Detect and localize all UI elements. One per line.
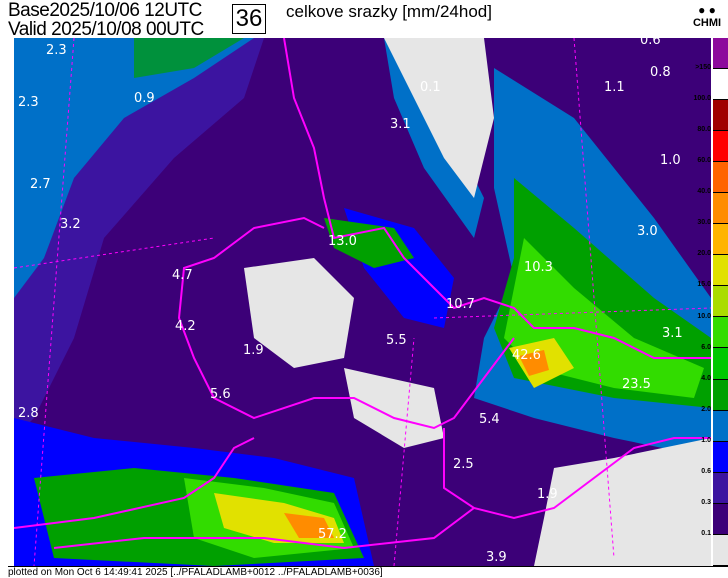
- legend-label: 2.0: [701, 405, 711, 413]
- value-label: 3.9: [486, 550, 507, 565]
- legend-label: 80.0: [697, 126, 711, 134]
- value-label: 5.4: [479, 412, 500, 427]
- value-label: 1.9: [243, 343, 264, 358]
- color-legend: [713, 38, 728, 566]
- value-label: 23.5: [622, 377, 651, 392]
- legend-label: 60.0: [697, 157, 711, 165]
- legend-swatch: [713, 224, 728, 256]
- value-label: 57.2: [318, 527, 347, 542]
- legend-label: 30.0: [697, 219, 711, 227]
- value-label: 0.8: [650, 65, 671, 80]
- logo-mark: ● ●: [698, 3, 716, 17]
- legend-swatch: [713, 162, 728, 194]
- base-time: Base2025/10/06 12UTC: [8, 1, 202, 20]
- value-label: 0.9: [134, 91, 155, 106]
- value-label: 0.6: [640, 33, 661, 48]
- legend-label: 100.0: [693, 95, 711, 103]
- legend-label: >150: [695, 64, 711, 72]
- legend-label: 0.6: [701, 467, 711, 475]
- legend-label: 4.0: [701, 374, 711, 382]
- legend-label: 40.0: [697, 188, 711, 196]
- legend-label: 0.1: [701, 529, 711, 537]
- legend-label: 6.0: [701, 343, 711, 351]
- legend-swatch: [713, 379, 728, 411]
- legend-swatch: [713, 286, 728, 318]
- value-label: 1.1: [604, 80, 625, 95]
- base-label: Base: [8, 0, 50, 21]
- legend-swatch: [713, 410, 728, 442]
- base-value: 2025/10/06 12UTC: [49, 0, 202, 21]
- legend-label: 0.3: [701, 498, 711, 506]
- forecast-hour: 36: [232, 4, 266, 34]
- legend-swatch: [713, 255, 728, 287]
- value-label: 1.0: [660, 153, 681, 168]
- value-label: 13.0: [328, 234, 357, 249]
- map-title: celkove srazky [mm/24hod]: [286, 2, 492, 21]
- legend-swatch: [713, 472, 728, 504]
- value-label: 5.5: [386, 333, 407, 348]
- value-label: 10.7: [446, 297, 475, 312]
- legend-label: 15.0: [697, 281, 711, 289]
- value-label: 3.1: [390, 117, 411, 132]
- valid-value: 2025/10/08 00UTC: [51, 19, 204, 40]
- value-label: 4.2: [175, 319, 196, 334]
- legend-swatch: [713, 38, 728, 70]
- valid-label: Valid: [8, 19, 47, 40]
- legend-swatch: [713, 534, 728, 566]
- grid-lines: [14, 38, 711, 566]
- legend-swatch: [713, 131, 728, 163]
- value-label: 2.7: [30, 177, 51, 192]
- value-label: 3.1: [662, 326, 683, 341]
- value-label: 3.2: [60, 217, 81, 232]
- value-label: 2.5: [453, 457, 474, 472]
- legend-swatch: [713, 441, 728, 473]
- legend-label: 20.0: [697, 250, 711, 258]
- value-label: 0.1: [420, 80, 441, 95]
- value-label: 3.0: [637, 224, 658, 239]
- chmi-logo: ● ● CHMI: [690, 3, 724, 29]
- value-label: 4.7: [172, 268, 193, 283]
- legend-swatch: [713, 503, 728, 535]
- logo-text: CHMI: [692, 17, 722, 29]
- precipitation-field: [14, 38, 711, 566]
- country-borders: [14, 38, 711, 550]
- value-label: 2.3: [18, 95, 39, 110]
- value-label: 2.3: [46, 43, 67, 58]
- legend-swatch: [713, 100, 728, 132]
- value-label: 2.8: [18, 406, 39, 421]
- value-label: 5.6: [210, 387, 231, 402]
- legend-swatch: [713, 69, 728, 101]
- plot-footer: plotted on Mon Oct 6 14:49:41 2025 [../P…: [8, 566, 728, 578]
- legend-swatch: [713, 317, 728, 349]
- value-label: 10.3: [524, 260, 553, 275]
- legend-swatch: [713, 348, 728, 380]
- value-label: 42.6: [512, 348, 541, 363]
- legend-label: 1.0: [701, 436, 711, 444]
- value-label: 1.9: [537, 487, 558, 502]
- valid-time: Valid 2025/10/08 00UTC: [8, 20, 204, 39]
- legend-label: 10.0: [697, 312, 711, 320]
- legend-swatch: [713, 193, 728, 225]
